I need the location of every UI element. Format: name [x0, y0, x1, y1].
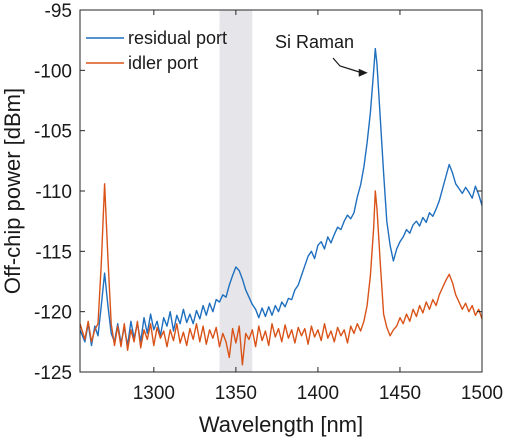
x-tick-label: 1400: [297, 383, 339, 404]
y-tick-label: -105: [34, 122, 72, 143]
legend-label-idler-port: idler port: [128, 53, 198, 73]
y-tick-label: -95: [45, 1, 72, 22]
shaded-wavelength-band: [219, 10, 253, 372]
annotation-arrowhead: [358, 68, 368, 77]
annotation-si-raman: Si Raman: [275, 32, 354, 52]
series-line-idler-port: [79, 183, 483, 366]
x-tick-label: 1450: [379, 383, 421, 404]
y-axis-title: Off-chip power [dBm]: [0, 88, 25, 294]
x-tick-label: 1350: [215, 383, 257, 404]
x-axis-title: Wavelength [nm]: [199, 412, 363, 437]
x-tick-label: 1500: [461, 383, 503, 404]
annotation: Si Raman: [275, 32, 368, 77]
ticks-layer: 1300 1350 1400 1450 1500 -95 -100 -105 -110 -115 -…: [34, 1, 503, 404]
series-line-residual-port: [79, 47, 483, 347]
x-tick-label: 1300: [133, 383, 175, 404]
series-layer: [79, 47, 483, 366]
y-tick-label: -125: [34, 363, 72, 384]
legend-label-residual-port: residual port: [128, 28, 227, 48]
legend: residual port idler port: [86, 28, 227, 73]
y-tick-label: -115: [35, 242, 72, 263]
y-tick-label: -120: [34, 303, 72, 324]
y-tick-label: -100: [34, 61, 72, 82]
y-tick-label: -110: [35, 182, 72, 203]
annotation-arrow: [332, 57, 362, 74]
